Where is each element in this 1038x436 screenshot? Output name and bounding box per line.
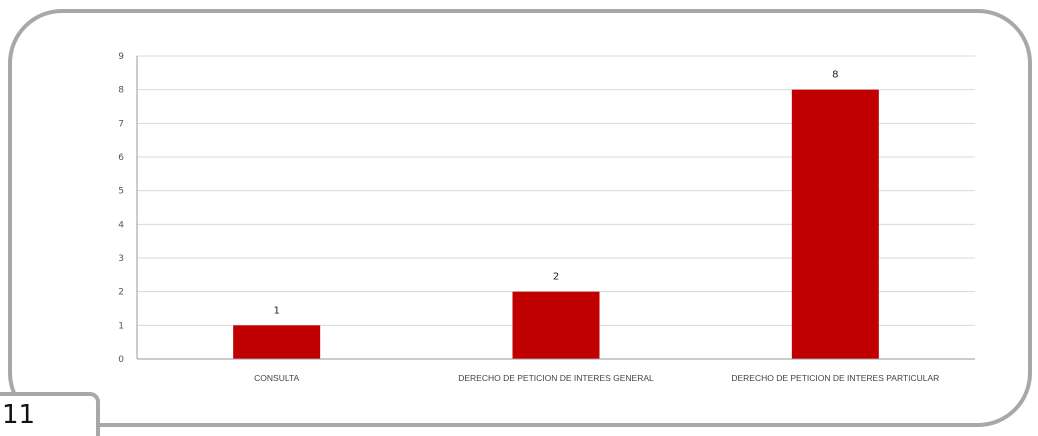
category-label: DERECHO DE PETICION DE INTERES PARTICULA… [731, 373, 939, 383]
data-label: 8 [832, 70, 838, 81]
page-number-tab: 11 [0, 392, 100, 436]
y-tick-label: 7 [118, 119, 124, 129]
y-tick-label: 1 [118, 321, 124, 331]
category-label: DERECHO DE PETICION DE INTERES GENERAL [458, 373, 654, 383]
bar [791, 89, 879, 360]
y-tick-label: 8 [118, 86, 124, 96]
data-label: 2 [553, 272, 559, 283]
y-tick-label: 3 [118, 254, 124, 264]
bars [233, 89, 879, 360]
x-axis-category-labels: CONSULTA DERECHO DE PETICION DE INTERES G… [254, 373, 939, 383]
category-label: CONSULTA [254, 373, 299, 383]
bar [233, 325, 321, 359]
y-tick-label: 9 [118, 52, 124, 62]
y-tick-label: 6 [118, 153, 124, 163]
bar [512, 291, 600, 359]
y-tick-label: 2 [118, 288, 124, 298]
data-labels: 1 2 8 [273, 70, 838, 317]
y-tick-label: 5 [118, 187, 124, 197]
y-tick-label: 0 [118, 355, 124, 365]
y-axis-tick-labels: 0 1 2 3 4 5 6 7 8 9 [118, 52, 124, 365]
data-label: 1 [273, 305, 279, 316]
axes [136, 56, 975, 360]
y-tick-label: 4 [118, 220, 124, 230]
page-number: 11 [2, 400, 36, 430]
